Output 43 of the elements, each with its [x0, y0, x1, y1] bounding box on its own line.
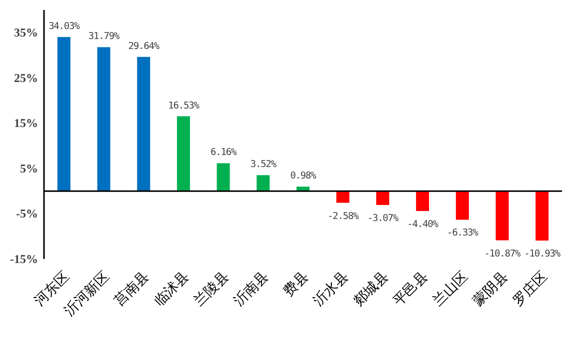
data-label: 31.79%	[88, 31, 120, 42]
bar	[216, 163, 230, 192]
data-label: 16.53%	[168, 100, 200, 112]
y-tick-label: -15%	[10, 252, 38, 266]
data-label: -10.93%	[524, 248, 561, 260]
x-tick-label: 临沭县	[151, 268, 192, 310]
bar	[376, 191, 390, 205]
x-tick-label: 郯城县	[350, 268, 392, 310]
x-tick-label: 平邑县	[390, 268, 432, 310]
bar	[336, 191, 350, 203]
x-tick-label: 沂水县	[310, 268, 352, 310]
data-label: -3.07%	[367, 212, 399, 224]
x-tick-label: 莒南县	[111, 268, 152, 310]
bar	[296, 186, 310, 192]
bar	[176, 116, 190, 192]
data-label: 6.16%	[210, 147, 237, 158]
bar	[536, 191, 549, 241]
bar	[97, 47, 110, 192]
x-tick-label: 费县	[280, 268, 312, 300]
x-tick-label: 罗庄区	[510, 268, 551, 310]
data-label: 29.64%	[128, 40, 160, 52]
y-tick-label: 5%	[20, 161, 38, 176]
y-tick-label: -5%	[16, 206, 38, 221]
data-label: 34.03%	[48, 21, 80, 32]
y-tick-label: 15%	[14, 116, 38, 130]
bar	[456, 191, 469, 220]
data-label: 0.98%	[290, 170, 317, 182]
y-tick-label: 35%	[14, 26, 38, 40]
y-tick-label: 25%	[14, 70, 38, 85]
data-label: -6.33%	[447, 228, 479, 239]
x-tick-label: 兰陵县	[191, 268, 232, 310]
bar	[256, 175, 270, 192]
x-tick-label: 沂南县	[230, 268, 272, 310]
bar	[57, 37, 70, 192]
data-label: 3.52%	[250, 159, 277, 170]
data-label: -2.58%	[327, 210, 360, 222]
x-tick-label: 兰山区	[430, 268, 472, 310]
bar	[416, 191, 430, 212]
bar	[137, 56, 150, 192]
data-label: -10.87%	[484, 248, 522, 260]
data-label: -4.40%	[407, 219, 439, 230]
bar	[496, 191, 509, 240]
x-tick-label: 蒙阴县	[470, 268, 512, 310]
